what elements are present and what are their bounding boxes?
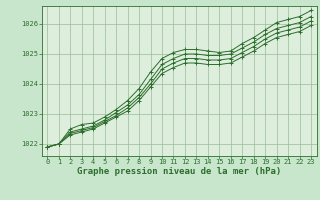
X-axis label: Graphe pression niveau de la mer (hPa): Graphe pression niveau de la mer (hPa) bbox=[77, 167, 281, 176]
